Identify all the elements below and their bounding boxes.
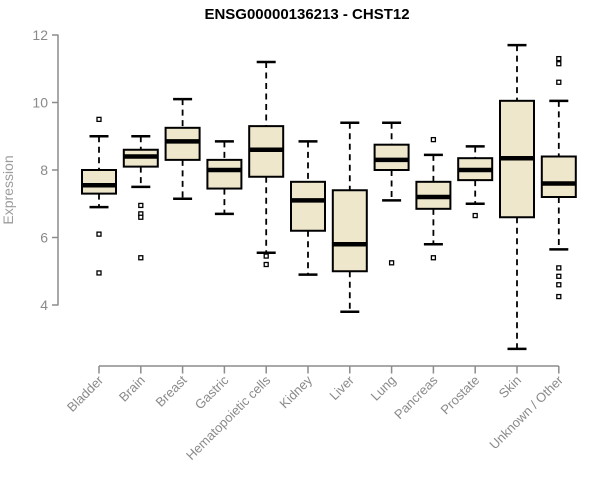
outlier-point <box>556 273 562 279</box>
outlier-point <box>556 79 562 85</box>
x-tick-label-brain: Brain <box>116 373 148 405</box>
y-tick-label-8: 8 <box>40 162 48 178</box>
outlier-point <box>96 231 102 237</box>
y-tick-label-12: 12 <box>32 27 48 43</box>
outlier-point <box>556 293 562 300</box>
iqr-box <box>290 180 326 232</box>
x-tick-label-liver: Liver <box>326 372 357 403</box>
boxplot-liver <box>331 121 368 313</box>
outlier-point <box>556 282 562 288</box>
outlier-point <box>430 136 437 143</box>
outlier-point <box>96 270 102 276</box>
outlier-point <box>138 202 144 209</box>
y-tick-label-4: 4 <box>40 297 48 313</box>
boxplot-brain <box>122 135 159 261</box>
x-tick-label-unknown-other: Unknown / Other <box>486 372 566 452</box>
boxplot-series <box>81 43 577 351</box>
outlier-point <box>556 55 562 62</box>
outlier-point <box>138 214 144 220</box>
boxplot-gastric <box>206 140 243 216</box>
x-tick-label-lung: Lung <box>368 373 399 404</box>
outlier-point <box>556 61 562 67</box>
boxplot-lung <box>373 121 410 266</box>
iqr-box <box>540 155 577 198</box>
boxplot-skin <box>499 43 535 351</box>
outlier-point <box>430 255 437 261</box>
x-tick-label-kidney: Kidney <box>276 372 315 411</box>
iqr-box <box>206 158 243 190</box>
iqr-box <box>81 169 117 195</box>
outlier-point <box>263 253 269 259</box>
iqr-box <box>373 143 410 171</box>
y-tick-label-10: 10 <box>32 95 48 111</box>
x-tick-label-breast: Breast <box>153 372 190 409</box>
x-tick-label-bladder: Bladder <box>64 372 107 415</box>
outlier-point <box>472 212 478 219</box>
x-tick-label-pancreas: Pancreas <box>391 372 441 422</box>
boxplot-breast <box>164 97 201 200</box>
boxplot-hematopoietic-cells <box>248 60 285 268</box>
boxplot-bladder <box>81 116 117 276</box>
x-tick-label-prostate: Prostate <box>437 373 482 418</box>
outlier-point <box>263 261 269 268</box>
boxplot-pancreas <box>415 136 452 261</box>
outlier-point <box>96 116 102 123</box>
outlier-point <box>388 260 395 266</box>
outlier-point <box>138 255 144 261</box>
outlier-point <box>556 265 562 271</box>
y-axis-title: Expression <box>0 155 16 224</box>
iqr-box <box>164 126 201 161</box>
boxplot-unknown-other <box>540 55 577 300</box>
boxplot-prostate <box>457 145 494 219</box>
y-tick-label-6: 6 <box>40 230 48 246</box>
x-tick-label-skin: Skin <box>496 373 524 401</box>
x-tick-label-gastric: Gastric <box>192 372 232 412</box>
chart-title: ENSG00000136213 - CHST12 <box>204 6 409 23</box>
iqr-box <box>331 189 368 273</box>
boxplot-kidney <box>290 140 326 276</box>
